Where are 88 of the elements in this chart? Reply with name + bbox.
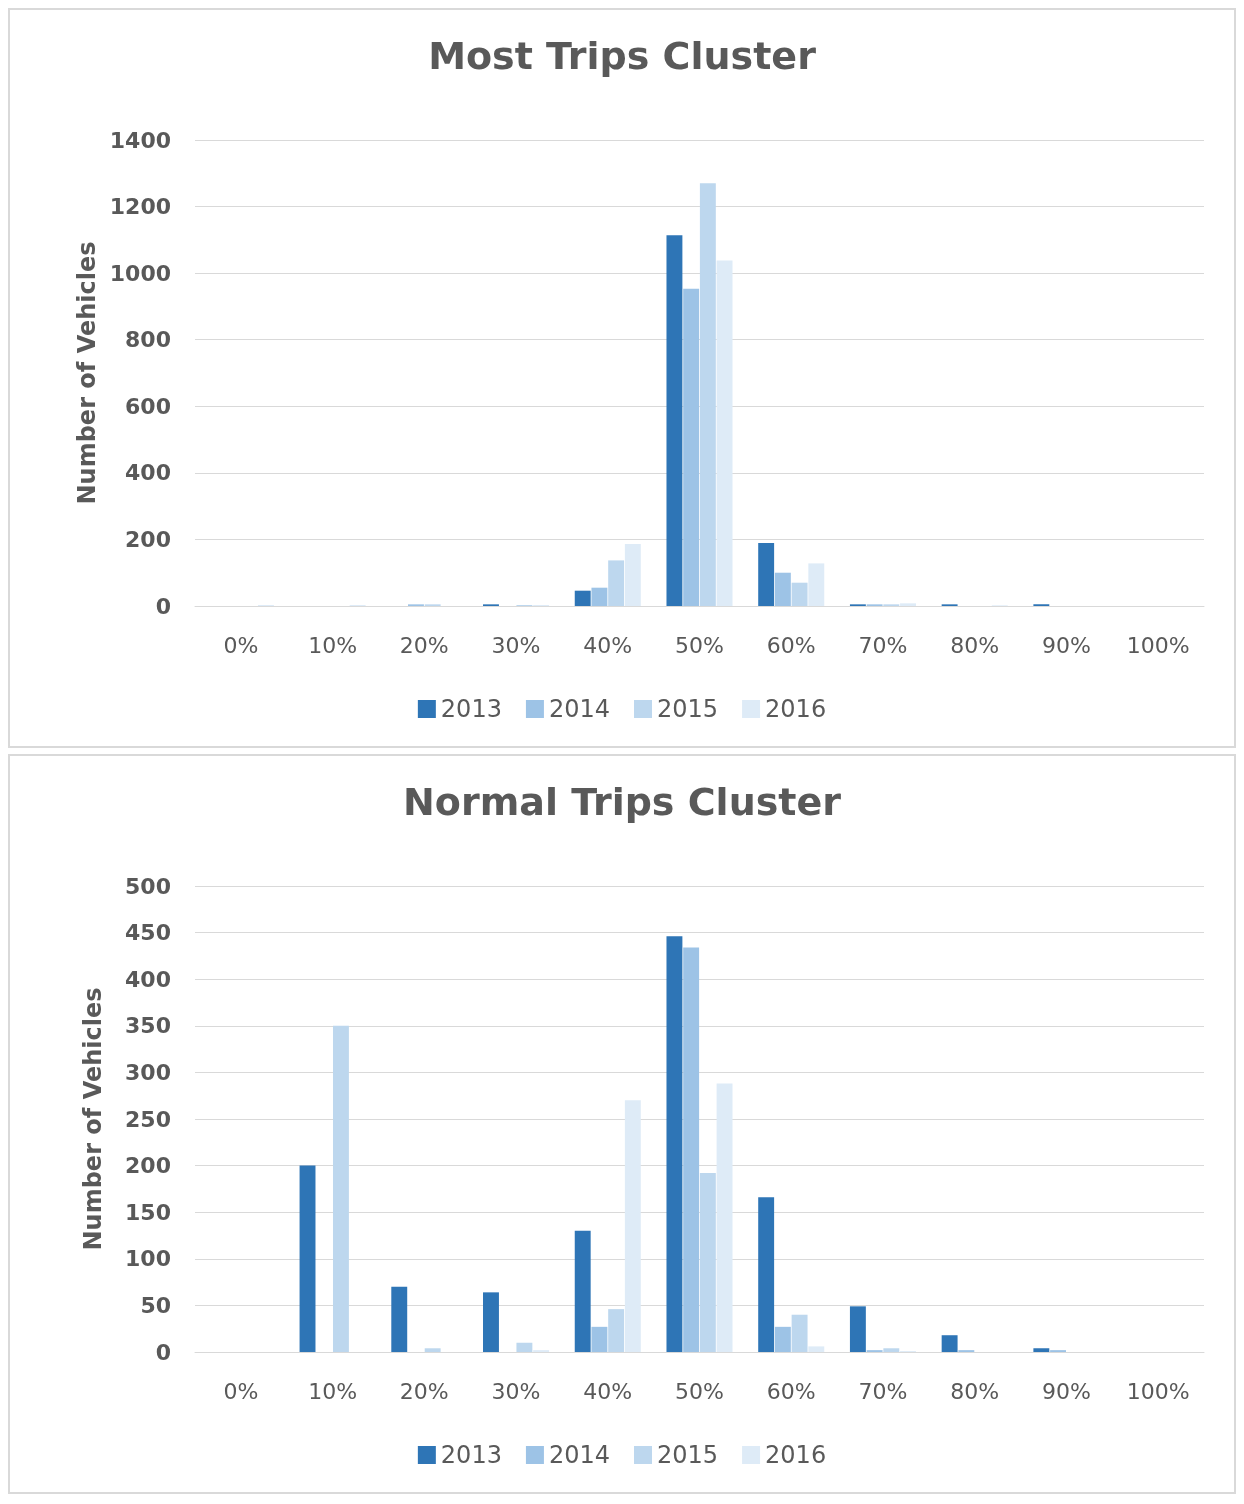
x-tick-label: 40%	[583, 1378, 633, 1404]
legend-label: 2016	[765, 1441, 827, 1469]
y-tick-label: 1400	[109, 127, 171, 153]
x-tick-label: 70%	[858, 632, 908, 658]
bar	[299, 1165, 316, 1352]
bar	[716, 1083, 733, 1352]
legend-label: 2015	[657, 1441, 719, 1469]
bar	[608, 560, 625, 606]
bar	[699, 183, 716, 606]
bar	[791, 1314, 808, 1352]
bar	[716, 260, 733, 606]
x-tick-label: 10%	[308, 632, 358, 658]
y-tick-label: 400	[125, 966, 171, 992]
y-axis-title: Number of Vehicles	[72, 241, 101, 505]
x-tick-label: 60%	[766, 1378, 816, 1404]
x-tick-label: 10%	[308, 1378, 358, 1404]
y-tick-label: 600	[125, 393, 171, 419]
x-tick-label: 100%	[1126, 632, 1190, 658]
y-tick-label: 1000	[109, 260, 171, 286]
bar	[774, 572, 791, 606]
bar	[683, 947, 700, 1352]
x-tick-label: 30%	[491, 632, 541, 658]
legend-label: 2013	[440, 1441, 502, 1469]
y-tick-label: 0	[155, 1339, 171, 1365]
bar	[758, 543, 775, 606]
bar	[683, 288, 700, 606]
y-tick-label: 250	[125, 1106, 171, 1132]
y-tick-label: 350	[125, 1013, 171, 1039]
bar	[608, 1309, 625, 1352]
x-tick-label: 0%	[223, 632, 259, 658]
bar	[666, 235, 683, 606]
y-tick-label: 800	[125, 327, 171, 353]
y-tick-label: 0	[155, 593, 171, 619]
y-tick-label: 200	[125, 526, 171, 552]
bar	[808, 563, 825, 606]
bar	[1033, 1348, 1050, 1352]
bar	[791, 582, 808, 606]
bar	[574, 1230, 591, 1352]
legend-label: 2015	[657, 695, 719, 723]
x-tick-label: 30%	[491, 1378, 541, 1404]
bar	[574, 590, 591, 606]
y-tick-label: 50	[140, 1292, 171, 1318]
x-tick-label: 80%	[950, 632, 1000, 658]
y-tick-label: 400	[125, 460, 171, 486]
bar	[941, 1335, 958, 1352]
bar	[900, 603, 916, 606]
y-axis-title: Number of Vehicles	[79, 987, 107, 1251]
bar	[424, 1348, 441, 1352]
y-tick-label: 100	[125, 1246, 171, 1272]
bar	[591, 587, 608, 606]
bar	[666, 936, 683, 1352]
bar	[774, 1326, 791, 1352]
x-tick-label: 0%	[223, 1378, 259, 1404]
bar	[483, 1292, 499, 1352]
x-tick-label: 20%	[399, 1378, 449, 1404]
chart-title: Normal Trips Cluster	[403, 780, 842, 824]
bar	[332, 1025, 349, 1352]
x-tick-label: 50%	[675, 1378, 724, 1404]
chart-title: Most Trips Cluster	[428, 34, 817, 78]
bar	[758, 1197, 775, 1352]
bar	[883, 1348, 900, 1352]
y-tick-label: 150	[125, 1199, 171, 1225]
x-tick-label: 80%	[950, 1378, 1000, 1404]
x-tick-label: 60%	[766, 632, 816, 658]
legend-label: 2014	[548, 1441, 610, 1469]
x-tick-label: 40%	[583, 632, 633, 658]
x-tick-label: 20%	[399, 632, 449, 658]
bar	[699, 1173, 716, 1352]
legend-label: 2013	[440, 695, 502, 723]
legend-label: 2016	[765, 695, 827, 723]
bar	[624, 544, 641, 606]
bar	[808, 1346, 825, 1352]
bar	[849, 1306, 866, 1352]
y-tick-label: 500	[125, 873, 171, 899]
y-tick-label: 1200	[109, 194, 171, 220]
x-tick-label: 100%	[1126, 1378, 1190, 1404]
bar	[516, 1342, 533, 1352]
x-tick-label: 50%	[675, 632, 724, 658]
y-tick-label: 450	[125, 920, 171, 946]
x-tick-label: 70%	[858, 1378, 908, 1404]
legend-label: 2014	[548, 695, 610, 723]
bar	[624, 1100, 641, 1352]
x-tick-label: 90%	[1041, 632, 1091, 658]
bar	[591, 1326, 608, 1352]
bar	[391, 1286, 408, 1352]
y-tick-label: 300	[125, 1059, 171, 1085]
y-tick-label: 200	[125, 1153, 171, 1179]
x-tick-label: 90%	[1041, 1378, 1091, 1404]
